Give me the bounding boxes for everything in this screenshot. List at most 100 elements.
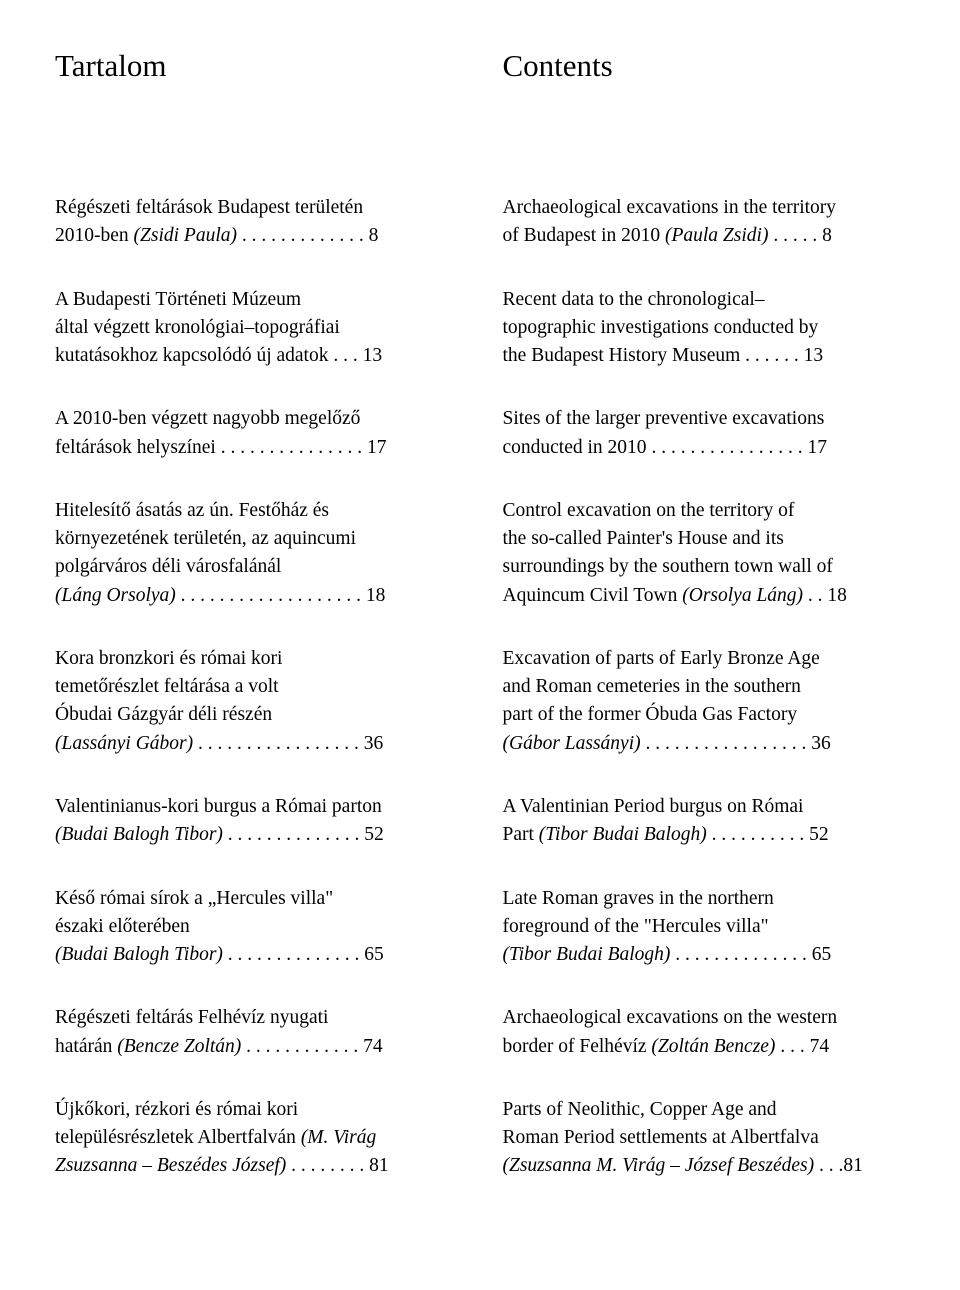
toc-text: határán (55, 1036, 117, 1057)
toc-line: the Budapest History Museum . . . . . . … (503, 345, 824, 366)
toc-line: Régészeti feltárások Budapest területén (55, 197, 363, 218)
toc-entry: Késő római sírok a „Hercules villa"észak… (55, 885, 458, 970)
right-column: Contents Archaeological excavations in t… (503, 48, 906, 1216)
toc-dots: . . . . . . . . . . . . . . . . . . . (176, 585, 366, 606)
toc-line: (Budai Balogh Tibor) . . . . . . . . . .… (55, 824, 384, 845)
toc-author: (Tibor Budai Balogh) (539, 824, 707, 845)
toc-text: Archaeological excavations on the wester… (503, 1007, 838, 1028)
toc-dots: . . . . . . (740, 345, 803, 366)
toc-entry: Régészeti feltárások Budapest területén 2… (55, 194, 458, 251)
toc-text: Valentinianus-kori burgus a Római parton (55, 796, 382, 817)
toc-text: Roman Period settlements at Albertfalva (503, 1127, 819, 1148)
toc-line: (Zsuzsanna M. Virág – József Beszédes) .… (503, 1155, 863, 1176)
toc-dots: . . . . . . . . . . . . (241, 1036, 363, 1057)
toc-entry: Régészeti feltárás Felhévíz nyugati határ… (55, 1004, 458, 1061)
toc-text: Régészeti feltárások Budapest területén (55, 197, 363, 218)
toc-text: surroundings by the southern town wall o… (503, 556, 833, 577)
toc-line: temetőrészlet feltárása a volt (55, 676, 279, 697)
toc-line: conducted in 2010 . . . . . . . . . . . … (503, 437, 827, 458)
left-column: Tartalom Régészeti feltárások Budapest t… (55, 48, 458, 1216)
toc-text: the so-called Painter's House and its (503, 528, 784, 549)
toc-text: kutatásokhoz kapcsolódó új adatok (55, 345, 328, 366)
right-entries: Archaeological excavations in the territ… (503, 194, 906, 1216)
toc-line: border of Felhévíz (Zoltán Bencze) . . .… (503, 1036, 830, 1057)
left-entries: Régészeti feltárások Budapest területén 2… (55, 194, 458, 1216)
toc-line: Régészeti feltárás Felhévíz nyugati (55, 1007, 328, 1028)
toc-entry: Hitelesítő ásatás az ún. Festőház és körn… (55, 497, 458, 610)
toc-line: and Roman cemeteries in the southern (503, 676, 801, 697)
toc-author: (M. Virág (301, 1127, 376, 1148)
toc-entry: A Budapesti Történeti Múzeum által végzet… (55, 286, 458, 371)
toc-author: (Zoltán Bencze) (651, 1036, 775, 1057)
toc-line: (Budai Balogh Tibor) . . . . . . . . . .… (55, 944, 384, 965)
toc-author: Zsuzsanna – Beszédes József) (55, 1155, 286, 1176)
toc-author: (Zsidi Paula) (134, 225, 237, 246)
toc-entry: Parts of Neolithic, Copper Age and Roman … (503, 1096, 906, 1181)
toc-text: Part (503, 824, 539, 845)
toc-line: (Tibor Budai Balogh) . . . . . . . . . .… (503, 944, 832, 965)
toc-page-number: 36 (811, 733, 831, 754)
toc-line: Hitelesítő ásatás az ún. Festőház és (55, 500, 329, 521)
toc-line: északi előterében (55, 916, 190, 937)
toc-dots: . . . . . (768, 225, 822, 246)
toc-line: Archaeological excavations on the wester… (503, 1007, 838, 1028)
toc-dots: . . . . . . . . (286, 1155, 369, 1176)
toc-text: Aquincum Civil Town (503, 585, 683, 606)
toc-dots: . . . . . . . . . . . . . . (670, 944, 811, 965)
toc-line: környezetének területén, az aquincumi (55, 528, 356, 549)
right-heading: Contents (503, 48, 906, 84)
toc-author: (Budai Balogh Tibor) (55, 824, 223, 845)
toc-text: Parts of Neolithic, Copper Age and (503, 1099, 777, 1120)
toc-page-number: 17 (807, 437, 827, 458)
toc-line: Valentinianus-kori burgus a Római parton (55, 796, 382, 817)
toc-text: Hitelesítő ásatás az ún. Festőház és (55, 500, 329, 521)
toc-text: the Budapest History Museum (503, 345, 741, 366)
toc-text: topographic investigations conducted by (503, 317, 819, 338)
toc-page-number: 36 (364, 733, 384, 754)
toc-page-number: 81 (843, 1155, 863, 1176)
toc-text: Late Roman graves in the northern (503, 888, 774, 909)
toc-page-number: 13 (804, 345, 824, 366)
toc-page-number: 65 (364, 944, 384, 965)
toc-dots: . . . . . . . . . . . . . . (223, 824, 364, 845)
toc-entry: Late Roman graves in the northern foregro… (503, 885, 906, 970)
toc-line: Recent data to the chronological– (503, 289, 765, 310)
toc-dots: . . . (814, 1155, 843, 1176)
toc-line: (Gábor Lassányi) . . . . . . . . . . . .… (503, 733, 831, 754)
toc-text: Control excavation on the territory of (503, 500, 795, 521)
toc-dots: . . (803, 585, 827, 606)
toc-text: 2010-ben (55, 225, 134, 246)
toc-entry: Archaeological excavations in the territ… (503, 194, 906, 251)
toc-text: A Budapesti Történeti Múzeum (55, 289, 301, 310)
toc-text: temetőrészlet feltárása a volt (55, 676, 279, 697)
toc-entry: Sites of the larger preventive excavatio… (503, 405, 906, 462)
toc-dots: . . . . . . . . . . . . . . . (216, 437, 367, 458)
toc-author: (Paula Zsidi) (665, 225, 768, 246)
toc-line: Parts of Neolithic, Copper Age and (503, 1099, 777, 1120)
toc-page-number: 18 (827, 585, 847, 606)
toc-page-number: 18 (366, 585, 386, 606)
toc-line: kutatásokhoz kapcsolódó új adatok . . . … (55, 345, 382, 366)
toc-line: (Lassányi Gábor) . . . . . . . . . . . .… (55, 733, 383, 754)
toc-line: által végzett kronológiai–topográfiai (55, 317, 340, 338)
toc-author: (Zsuzsanna M. Virág – József Beszédes) (503, 1155, 815, 1176)
toc-page-number: 17 (367, 437, 387, 458)
toc-text: A Valentinian Period burgus on Római (503, 796, 804, 817)
toc-page-number: 8 (369, 225, 379, 246)
toc-text: Újkőkori, rézkori és római kori (55, 1099, 298, 1120)
toc-line: foreground of the "Hercules villa" (503, 916, 769, 937)
toc-line: A Valentinian Period burgus on Római (503, 796, 804, 817)
toc-text: Régészeti feltárás Felhévíz nyugati (55, 1007, 328, 1028)
toc-entry: Archaeological excavations on the wester… (503, 1004, 906, 1061)
toc-page-number: 74 (810, 1036, 830, 1057)
toc-text: Sites of the larger preventive excavatio… (503, 408, 825, 429)
toc-text: A 2010-ben végzett nagyobb megelőző (55, 408, 360, 429)
toc-author: (Láng Orsolya) (55, 585, 176, 606)
toc-entry: Valentinianus-kori burgus a Római parton… (55, 793, 458, 850)
toc-entry: Kora bronzkori és római koritemetőrészle… (55, 645, 458, 758)
toc-text: Archaeological excavations in the territ… (503, 197, 837, 218)
toc-entry: Újkőkori, rézkori és római koritelepülés… (55, 1096, 458, 1181)
toc-text: conducted in 2010 (503, 437, 647, 458)
toc-line: the so-called Painter's House and its (503, 528, 784, 549)
toc-line: feltárások helyszínei . . . . . . . . . … (55, 437, 386, 458)
